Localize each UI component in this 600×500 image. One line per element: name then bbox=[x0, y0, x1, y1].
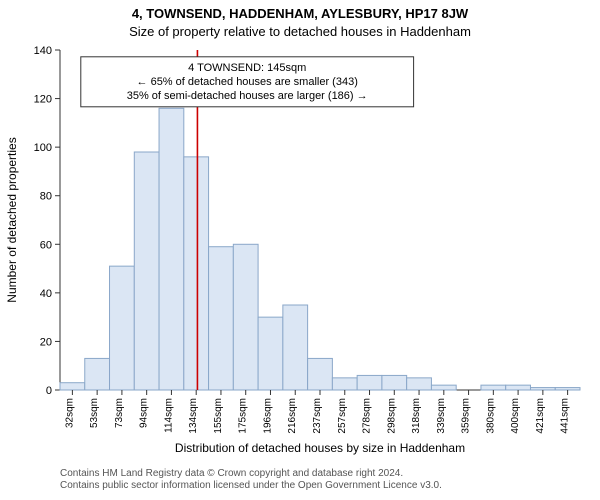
histogram-bar bbox=[159, 108, 184, 390]
histogram-bar bbox=[85, 358, 110, 390]
y-tick-label: 140 bbox=[34, 45, 52, 57]
x-tick-label: 380sqm bbox=[485, 398, 496, 434]
x-tick-label: 53sqm bbox=[89, 398, 100, 428]
histogram-bar bbox=[332, 378, 357, 390]
title-line2: Size of property relative to detached ho… bbox=[129, 24, 471, 39]
x-tick-label: 134sqm bbox=[188, 398, 199, 434]
x-tick-label: 114sqm bbox=[163, 398, 174, 433]
x-tick-label: 175sqm bbox=[238, 398, 249, 434]
x-tick-label: 216sqm bbox=[287, 398, 298, 434]
histogram-bar bbox=[431, 385, 456, 390]
x-tick-label: 400sqm bbox=[510, 398, 521, 434]
y-tick-label: 80 bbox=[40, 191, 52, 203]
footer-line: Contains public sector information licen… bbox=[60, 480, 442, 491]
x-tick-label: 73sqm bbox=[114, 398, 125, 428]
histogram-bar bbox=[110, 266, 135, 390]
x-tick-label: 298sqm bbox=[386, 398, 397, 434]
y-tick-label: 60 bbox=[40, 239, 52, 251]
histogram-bar bbox=[506, 385, 531, 390]
histogram-bar bbox=[382, 375, 407, 390]
histogram-bar bbox=[258, 317, 283, 390]
x-tick-label: 278sqm bbox=[362, 398, 373, 434]
footer-line: Contains HM Land Registry data © Crown c… bbox=[60, 468, 403, 479]
x-tick-label: 421sqm bbox=[535, 398, 546, 434]
annotation-line: 4 TOWNSEND: 145sqm bbox=[188, 62, 306, 74]
histogram-bar bbox=[209, 247, 234, 390]
histogram-bar bbox=[233, 244, 258, 390]
y-tick-label: 120 bbox=[34, 94, 52, 106]
histogram-bar bbox=[555, 388, 580, 390]
chart-container: { "chart": { "type": "histogram", "width… bbox=[0, 0, 600, 500]
annotation-line: ← 65% of detached houses are smaller (34… bbox=[137, 76, 358, 88]
histogram-bar bbox=[357, 375, 382, 390]
x-tick-label: 359sqm bbox=[461, 398, 472, 434]
y-tick-label: 0 bbox=[46, 385, 52, 397]
x-tick-label: 155sqm bbox=[213, 398, 224, 434]
x-axis-label: Distribution of detached houses by size … bbox=[175, 441, 465, 455]
x-tick-label: 441sqm bbox=[560, 398, 571, 434]
x-tick-label: 257sqm bbox=[337, 398, 348, 434]
x-tick-label: 339sqm bbox=[436, 398, 447, 434]
y-tick-label: 20 bbox=[40, 336, 52, 348]
x-tick-label: 94sqm bbox=[139, 398, 150, 428]
x-tick-label: 237sqm bbox=[312, 398, 323, 434]
histogram-svg: 4, TOWNSEND, HADDENHAM, AYLESBURY, HP17 … bbox=[0, 0, 600, 500]
x-tick-label: 318sqm bbox=[411, 398, 422, 434]
y-axis-label: Number of detached properties bbox=[5, 137, 19, 302]
y-tick-label: 40 bbox=[40, 288, 52, 300]
histogram-bar bbox=[60, 383, 85, 390]
histogram-bar bbox=[407, 378, 432, 390]
histogram-bar bbox=[283, 305, 308, 390]
x-tick-label: 32sqm bbox=[64, 398, 75, 428]
annotation-line: 35% of semi-detached houses are larger (… bbox=[127, 90, 368, 102]
histogram-bar bbox=[308, 358, 333, 390]
y-tick-label: 100 bbox=[34, 142, 52, 154]
histogram-bar bbox=[481, 385, 506, 390]
x-tick-label: 196sqm bbox=[262, 398, 273, 434]
histogram-bar bbox=[134, 152, 159, 390]
histogram-bar bbox=[530, 388, 555, 390]
title-line1: 4, TOWNSEND, HADDENHAM, AYLESBURY, HP17 … bbox=[132, 6, 469, 21]
histogram-bar bbox=[184, 157, 209, 390]
